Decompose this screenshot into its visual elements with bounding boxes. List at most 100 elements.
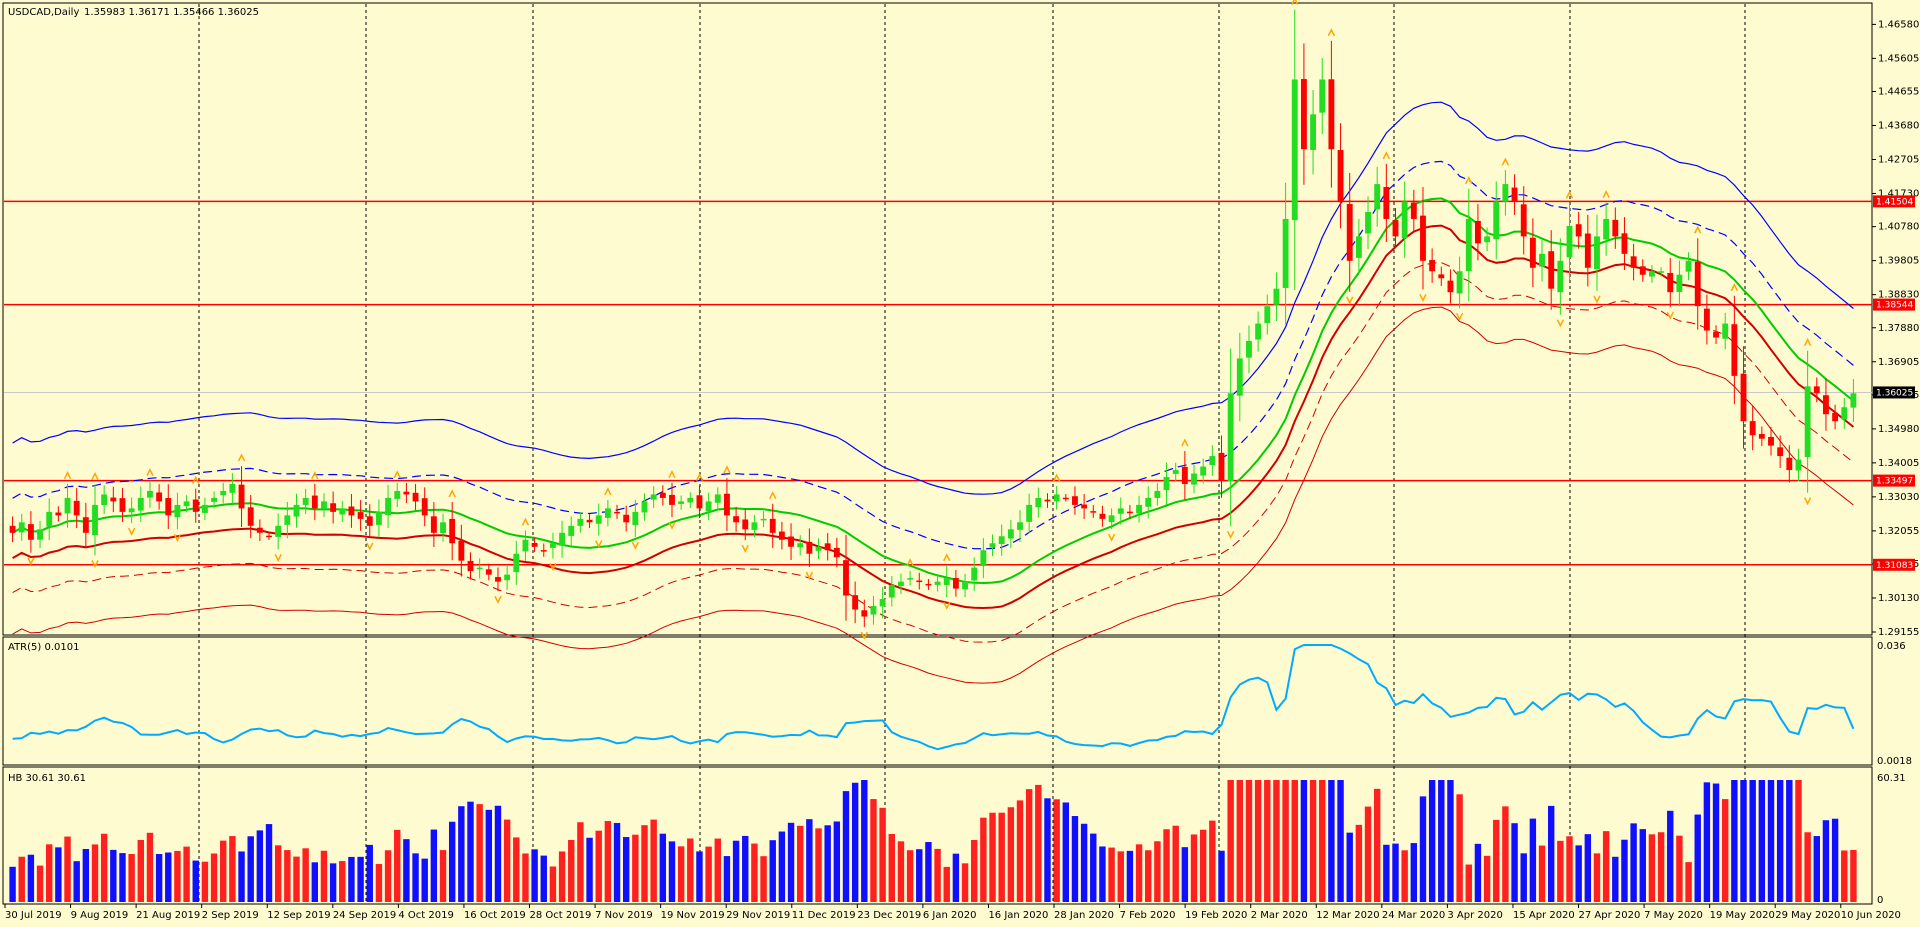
fractal-up-20 [192, 475, 200, 484]
fractal-down-59 [549, 563, 557, 572]
candle-body-181 [1667, 272, 1674, 293]
hb-bar-84 [778, 831, 786, 902]
date-label-23: 15 Apr 2020 [1513, 910, 1575, 921]
hb-bar-83 [769, 840, 776, 902]
hb-tick-low: 0 [1877, 895, 1883, 906]
hb-bar-192 [1767, 780, 1775, 902]
hb-bar-44 [412, 853, 419, 902]
hb-bar-158 [1456, 794, 1463, 902]
hb-bar-139 [1282, 780, 1289, 902]
candle-body-142 [1310, 114, 1317, 150]
candle-body-171 [1575, 224, 1582, 237]
candle-body-166 [1529, 237, 1536, 268]
hb-bar-99 [916, 849, 923, 902]
candle-body-141 [1300, 79, 1307, 150]
hb-bar-48 [448, 821, 456, 902]
candle-body-158 [1456, 271, 1463, 294]
hb-bar-123 [1135, 844, 1143, 902]
hb-tick-high: 60.31 [1877, 773, 1906, 784]
hb-bar-59 [549, 866, 557, 902]
candle-body-167 [1539, 253, 1545, 267]
hb-bar-81 [751, 843, 758, 902]
current-price-tag-bg [1873, 386, 1915, 399]
candle-body-136 [1255, 323, 1262, 340]
atr-panel-frame [2, 636, 1873, 766]
hb-bar-155 [1428, 780, 1436, 902]
date-label-15: 16 Jan 2020 [988, 910, 1048, 921]
hb-bar-79 [732, 840, 740, 902]
hb-bar-103 [952, 853, 960, 902]
hb-bar-117 [1080, 823, 1088, 902]
hb-bar-10 [100, 833, 108, 902]
atr-line [12, 644, 1855, 751]
hb-bar-47 [439, 850, 447, 902]
hb-bar-50 [467, 801, 474, 902]
hb-bar-1 [18, 856, 25, 902]
candle-body-90 [833, 547, 840, 558]
hb-bar-161 [1483, 855, 1491, 902]
candle-body-197 [1813, 386, 1820, 394]
hb-bar-26 [247, 836, 254, 902]
hb-bar-82 [760, 856, 767, 902]
candle-body-103 [952, 578, 959, 589]
candle-body-189 [1740, 373, 1747, 422]
candle-body-56 [522, 539, 529, 552]
hb-bar-95 [879, 807, 886, 902]
fractal-up-159 [1465, 176, 1473, 185]
fractal-up-56 [521, 517, 530, 526]
fractal-down-158 [1455, 312, 1464, 321]
fractal-down-68 [631, 541, 640, 550]
hb-bar-182 [1676, 835, 1683, 902]
fractal-up-128 [1181, 438, 1189, 447]
level-tag-2: 1.33497 [1876, 477, 1913, 487]
hb-bar-129 [1190, 834, 1198, 902]
candle-body-184 [1694, 261, 1701, 307]
candle-body-19 [183, 501, 190, 507]
candle-body-115 [1062, 497, 1069, 500]
candle-body-160 [1474, 220, 1481, 244]
hb-bar-12 [119, 853, 126, 902]
level-tag-bg-3 [1873, 558, 1915, 571]
candle-body-131 [1209, 456, 1216, 465]
fractal-down-13 [127, 527, 136, 536]
hb-bar-112 [1035, 784, 1042, 902]
candle-body-14 [137, 497, 144, 511]
fractal-up-6 [63, 471, 72, 480]
candle-body-21 [201, 504, 208, 513]
candle-body-165 [1520, 204, 1527, 237]
candle-body-58 [540, 550, 547, 552]
candle-body-51 [476, 567, 483, 570]
candle-body-112 [1035, 497, 1042, 508]
candle-body-97 [898, 581, 904, 587]
fractal-down-87 [805, 571, 814, 580]
hb-bar-179 [1648, 834, 1656, 902]
hb-bar-15 [146, 832, 154, 902]
fractal-down-120 [1107, 533, 1116, 542]
candle-body-87 [806, 541, 813, 554]
candle-body-83 [769, 518, 776, 533]
candle-body-144 [1328, 79, 1335, 150]
fractal-down-72 [668, 521, 676, 530]
candle-body-140 [1291, 79, 1298, 221]
candle-body-65 [604, 508, 611, 518]
date-label-7: 16 Oct 2019 [464, 910, 526, 921]
date-axis: 30 Jul 2019 9 Aug 2019 21 Aug 2019 2 Sep 20… [4, 904, 1901, 921]
candle-body-98 [907, 578, 914, 580]
hb-bar-61 [568, 839, 575, 902]
hb-bar-104 [961, 863, 969, 902]
price-tick-label-0: 1.46580 [1878, 19, 1919, 30]
candle-body-22 [211, 497, 217, 502]
hb-bar-131 [1209, 820, 1216, 902]
candle-body-32 [302, 497, 309, 505]
date-label-6: 4 Oct 2019 [398, 910, 453, 921]
candle-body-88 [815, 546, 822, 551]
candle-body-77 [714, 494, 721, 503]
fractal-down-169 [1556, 319, 1565, 328]
candle-body-47 [440, 522, 446, 534]
fractal-up-15 [146, 467, 154, 476]
candle-body-201 [1850, 393, 1857, 408]
hb-bar-187 [1721, 799, 1729, 902]
hb-bar-167 [1538, 845, 1546, 902]
candle-body-128 [1181, 466, 1188, 484]
fractal-up-75 [695, 473, 704, 482]
